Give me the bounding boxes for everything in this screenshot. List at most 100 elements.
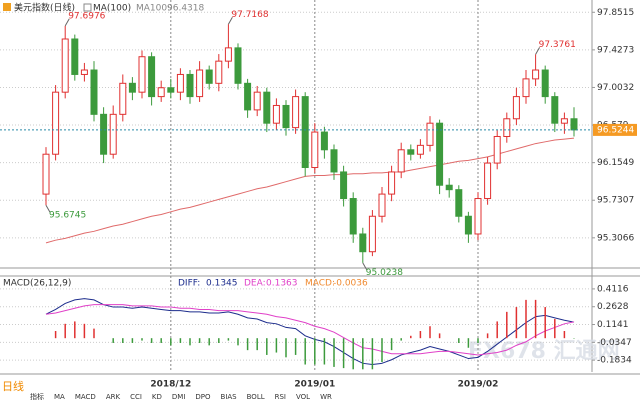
legend-value: 0.1363 [266, 279, 298, 289]
candle-body [52, 91, 60, 155]
candle-body [464, 215, 472, 235]
candle-body [148, 56, 156, 98]
legend-value: 0.1345 [206, 279, 238, 289]
indicator-tab[interactable]: BIAS [221, 393, 238, 400]
candle-body [186, 73, 194, 98]
x-tick-label: 2018/12 [150, 380, 191, 390]
candle-body [61, 38, 69, 93]
candle-body [340, 171, 348, 200]
candle-body [119, 82, 127, 115]
indicator-tab[interactable]: KD [152, 393, 162, 400]
ma-line [45, 137, 575, 244]
candle-body [397, 149, 405, 173]
y-tick-label: 97.4273 [597, 45, 634, 55]
y-tick-label: -0.1834 [597, 356, 632, 366]
candle-body [157, 87, 165, 98]
candle-body [493, 135, 501, 164]
y-tick-label: 0.1141 [597, 320, 629, 330]
extreme-label: 95.6745 [49, 211, 86, 221]
extreme-pointer [227, 16, 233, 25]
extreme-pointer [362, 262, 368, 271]
candle-body [330, 149, 338, 173]
candle-body [560, 118, 568, 124]
candle-body [426, 122, 434, 146]
candle-body [503, 118, 511, 137]
candle-body [128, 82, 136, 93]
y-tick-label: -0.0347 [597, 338, 632, 348]
indicator-tab[interactable]: WR [320, 393, 332, 400]
indicator-tab[interactable]: DPO [195, 393, 211, 400]
y-tick-label: 0.4116 [597, 284, 629, 294]
indicator-tab[interactable]: DMI [172, 393, 186, 400]
candle-body [484, 162, 492, 200]
ma-legend: MA100: [136, 4, 170, 14]
candle-body [224, 47, 232, 62]
y-tick-label: 96.1549 [597, 158, 634, 168]
candle-body [301, 96, 309, 169]
candle-body [368, 215, 376, 253]
indicator-tab[interactable]: MA [54, 393, 65, 400]
candle-body [80, 69, 88, 75]
indicator-tab[interactable]: MACD [75, 393, 96, 400]
extreme-label: 95.0238 [366, 268, 403, 278]
legend-name: DIFF: [178, 279, 200, 289]
candle-body [292, 96, 300, 129]
candle-body [100, 113, 108, 155]
candle-body [244, 82, 252, 111]
candle-body [109, 113, 117, 155]
extreme-pointer [45, 204, 51, 213]
extreme-label: 97.7168 [231, 10, 268, 20]
indicator-tab[interactable]: 指标 [30, 392, 44, 400]
candle-body [532, 69, 540, 80]
indicator-toggle[interactable]: MA(100) [93, 4, 131, 14]
macd-title: MACD(26,12,9) [3, 279, 71, 289]
indicator-tab[interactable]: RSI [275, 393, 286, 400]
extreme-pointer [64, 18, 70, 27]
last-price-tag [593, 123, 637, 136]
legend-name: MACD: [305, 279, 335, 289]
candle-body [522, 78, 530, 98]
candle-body [205, 69, 213, 84]
candle-body [282, 104, 290, 129]
candle-body [541, 69, 549, 98]
legend-name: DEA: [244, 279, 266, 289]
candle-body [551, 96, 559, 124]
candle-body [90, 69, 98, 115]
icon [3, 3, 11, 11]
candle-body [234, 47, 242, 84]
candle-body [512, 96, 520, 120]
y-tick-label: 95.3066 [597, 233, 634, 243]
indicator-tab[interactable]: VOL [296, 393, 310, 400]
candle-body [215, 60, 223, 84]
candle-body [349, 198, 357, 235]
candle-body [378, 193, 386, 217]
legend-value: -0.0036 [333, 279, 368, 289]
candle-body [167, 87, 175, 93]
candle-body [253, 91, 261, 111]
candle-body [359, 233, 367, 253]
candle-body [455, 189, 463, 217]
y-tick-label: 95.7307 [597, 196, 634, 206]
indicator-tab[interactable]: BOLL [247, 393, 265, 400]
last-price-label: 96.5244 [597, 125, 634, 135]
candle-body [42, 153, 50, 195]
candle-body [138, 56, 146, 93]
y-tick-label: 0.2628 [597, 302, 629, 312]
chart-title: 美元指数(日线) [14, 2, 75, 14]
y-tick-label: 97.8515 [597, 8, 634, 18]
checkbox[interactable] [83, 3, 92, 12]
candle-body [445, 184, 453, 191]
candle-body [196, 69, 204, 98]
period-tab[interactable]: 日线 [2, 379, 24, 393]
y-tick-label: 97.0032 [597, 83, 634, 93]
x-tick-label: 2019/01 [294, 380, 335, 390]
extreme-label: 97.3761 [539, 40, 576, 50]
ma-legend-value: 96.4318 [167, 4, 204, 14]
candle-body [407, 149, 415, 155]
candle-body [176, 73, 184, 93]
x-tick-label: 2019/02 [458, 380, 499, 390]
indicator-tab[interactable]: ARK [106, 393, 121, 400]
candle-body [320, 131, 328, 151]
indicator-tab[interactable]: CCI [130, 393, 142, 400]
